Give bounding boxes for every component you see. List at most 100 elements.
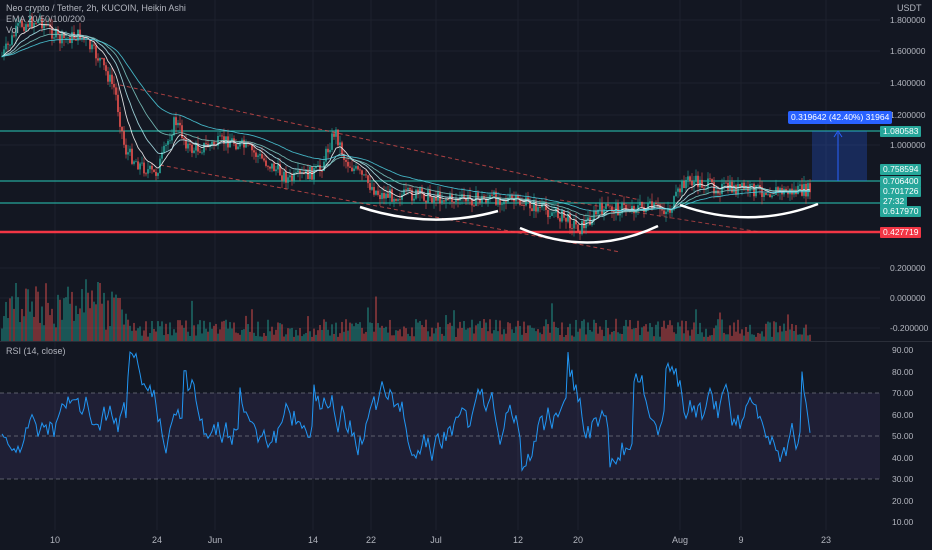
volume-bar — [433, 333, 435, 341]
price-tag: 0.427719 — [880, 227, 922, 238]
volume-legend[interactable]: Vol — [6, 25, 19, 35]
candle-body — [441, 200, 443, 204]
pane-separator[interactable] — [0, 341, 932, 342]
volume-bar — [681, 320, 683, 341]
volume-bar — [7, 318, 9, 341]
volume-bar — [279, 323, 281, 341]
candle-body — [407, 188, 409, 190]
candle-body — [177, 122, 179, 126]
candle-body — [423, 193, 425, 201]
candle-body — [289, 175, 291, 178]
volume-bar — [309, 331, 311, 341]
candle-body — [773, 194, 775, 196]
volume-bar — [289, 328, 291, 341]
volume-bar — [355, 322, 357, 341]
candle-body — [139, 163, 141, 170]
price-axis-label: 1.000000 — [890, 140, 926, 150]
candle-body — [479, 198, 481, 203]
trend-line-lower — [159, 164, 621, 253]
candle-body — [511, 194, 513, 199]
candle-body — [491, 194, 493, 196]
volume-bar — [719, 312, 721, 341]
candle-body — [385, 193, 387, 199]
candle-body — [223, 136, 225, 144]
volume-bar — [583, 319, 585, 341]
volume-bar — [655, 324, 657, 341]
candle-body — [313, 168, 315, 180]
candle-body — [265, 160, 267, 166]
symbol-legend[interactable]: Neo crypto / Tether, 2h, KUCOIN, Heikin … — [6, 3, 186, 13]
candle-body — [189, 143, 191, 145]
candle-body — [69, 37, 71, 44]
candle-body — [99, 58, 101, 61]
volume-bar — [469, 327, 471, 341]
candle-body — [753, 183, 755, 197]
measure-box-area — [812, 131, 867, 181]
candle-body — [95, 45, 97, 59]
candle-body — [137, 161, 139, 170]
candle-body — [19, 20, 21, 24]
candle-body — [295, 172, 297, 174]
volume-bar — [581, 321, 583, 341]
volume-bar — [383, 328, 385, 341]
volume-bar — [631, 329, 633, 341]
candle-body — [255, 152, 257, 157]
candle-body — [399, 199, 401, 200]
volume-bar — [27, 289, 29, 341]
candle-body — [573, 220, 575, 229]
volume-bar — [345, 319, 347, 341]
volume-bar — [385, 326, 387, 341]
volume-bar — [709, 335, 711, 341]
volume-bar — [809, 334, 811, 341]
volume-bar — [455, 336, 457, 341]
time-axis-label: 9 — [738, 535, 744, 545]
candle-body — [319, 164, 321, 171]
volume-bar — [227, 328, 229, 341]
volume-bar — [693, 322, 695, 341]
candle-body — [63, 32, 65, 39]
candle-body — [175, 117, 177, 126]
candle-body — [147, 169, 149, 174]
candle-body — [431, 197, 433, 203]
price-axis-label: 0.000000 — [890, 293, 926, 303]
candle-body — [15, 25, 17, 37]
ema-legend[interactable]: EMA 20/50/100/200 — [6, 14, 86, 24]
volume-bar — [213, 325, 215, 341]
candle-body — [465, 198, 467, 202]
candle-body — [741, 182, 743, 188]
volume-bar — [173, 329, 175, 341]
volume-bar — [543, 326, 545, 341]
volume-bar — [405, 328, 407, 341]
volume-bar — [787, 314, 789, 341]
candle-body — [797, 185, 799, 195]
volume-bar — [63, 298, 65, 341]
volume-bar — [615, 318, 617, 341]
candle-body — [711, 179, 713, 183]
candle-body — [469, 195, 471, 200]
volume-bar — [457, 328, 459, 341]
volume-bar — [629, 320, 631, 341]
volume-bar — [723, 332, 725, 341]
volume-bar — [467, 328, 469, 341]
volume-bar — [3, 316, 5, 341]
candle-body — [355, 166, 357, 169]
candle-body — [743, 182, 745, 190]
candle-body — [197, 143, 199, 152]
candle-body — [51, 26, 53, 39]
volume-bar — [363, 333, 365, 341]
volume-bar — [799, 334, 801, 341]
currency-label[interactable]: USDT — [897, 3, 922, 13]
volume-bar — [93, 301, 95, 341]
volume-bar — [49, 315, 51, 341]
volume-bar — [771, 336, 773, 341]
volume-bar — [695, 309, 697, 341]
measure-arrowhead — [833, 130, 843, 138]
rsi-legend[interactable]: RSI (14, close) — [6, 346, 66, 356]
candle-body — [213, 141, 215, 145]
candle-body — [551, 212, 553, 216]
candle-body — [657, 204, 659, 206]
volume-bar — [505, 333, 507, 341]
volume-bar — [113, 297, 115, 341]
volume-bar — [715, 325, 717, 341]
